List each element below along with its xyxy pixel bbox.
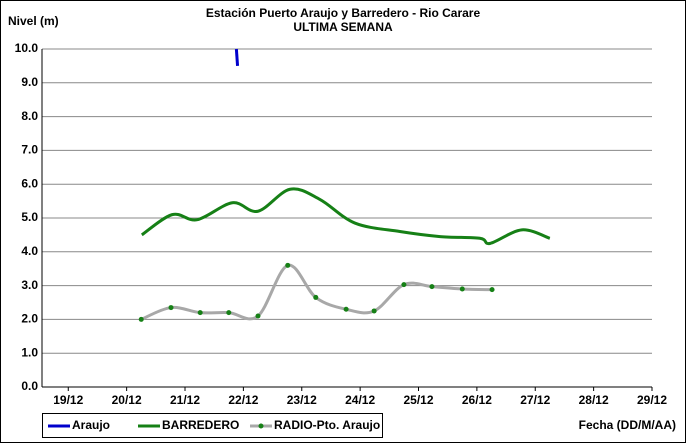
legend-label: Araujo xyxy=(72,418,110,432)
series-marker xyxy=(429,284,435,290)
y-tick-label: 7.0 xyxy=(21,143,38,157)
x-tick-label: 28/12 xyxy=(579,393,609,407)
chart-title: Estación Puerto Araujo y Barredero - Rio… xyxy=(206,6,481,20)
y-tick-label: 9.0 xyxy=(21,75,38,89)
series-marker xyxy=(371,308,377,314)
x-tick-label: 20/12 xyxy=(112,393,142,407)
x-tick-label: 21/12 xyxy=(170,393,200,407)
x-tick-label: 26/12 xyxy=(462,393,492,407)
x-tick-label: 29/12 xyxy=(637,393,667,407)
series-marker xyxy=(197,310,203,316)
legend-label: BARREDERO xyxy=(162,418,239,432)
series-marker xyxy=(138,316,144,322)
series-marker xyxy=(255,313,261,319)
legend-marker xyxy=(258,423,264,429)
series-line xyxy=(140,187,551,246)
y-tick-label: 0.0 xyxy=(21,379,38,393)
y-axis-label: Nivel (m) xyxy=(8,14,59,28)
series-marker xyxy=(401,282,407,288)
y-tick-label: 2.0 xyxy=(21,312,38,326)
x-tick-label: 24/12 xyxy=(345,393,375,407)
x-tick-label: 23/12 xyxy=(287,393,317,407)
legend xyxy=(42,413,383,438)
chart-subtitle: ULTIMA SEMANA xyxy=(293,20,393,34)
y-tick-label: 1.0 xyxy=(21,345,38,359)
series-line xyxy=(234,48,240,67)
series-marker xyxy=(343,306,349,312)
series-marker xyxy=(285,262,291,268)
y-tick-label: 3.0 xyxy=(21,278,38,292)
x-axis-label: Fecha (DD/M/AA) xyxy=(579,418,676,432)
series-marker xyxy=(489,287,495,293)
x-tick-label: 22/12 xyxy=(228,393,258,407)
legend-label: RADIO-Pto. Araujo xyxy=(274,418,380,432)
x-tick-label: 25/12 xyxy=(403,393,433,407)
series-marker xyxy=(168,305,174,311)
x-tick-label: 19/12 xyxy=(53,393,83,407)
y-tick-label: 6.0 xyxy=(21,176,38,190)
y-tick-label: 8.0 xyxy=(21,109,38,123)
x-tick-label: 27/12 xyxy=(520,393,550,407)
series-marker xyxy=(313,294,319,300)
y-tick-label: 5.0 xyxy=(21,210,38,224)
y-tick-label: 10.0 xyxy=(15,41,39,55)
series-marker xyxy=(459,286,465,292)
series-marker xyxy=(226,310,232,316)
y-tick-label: 4.0 xyxy=(21,244,38,258)
